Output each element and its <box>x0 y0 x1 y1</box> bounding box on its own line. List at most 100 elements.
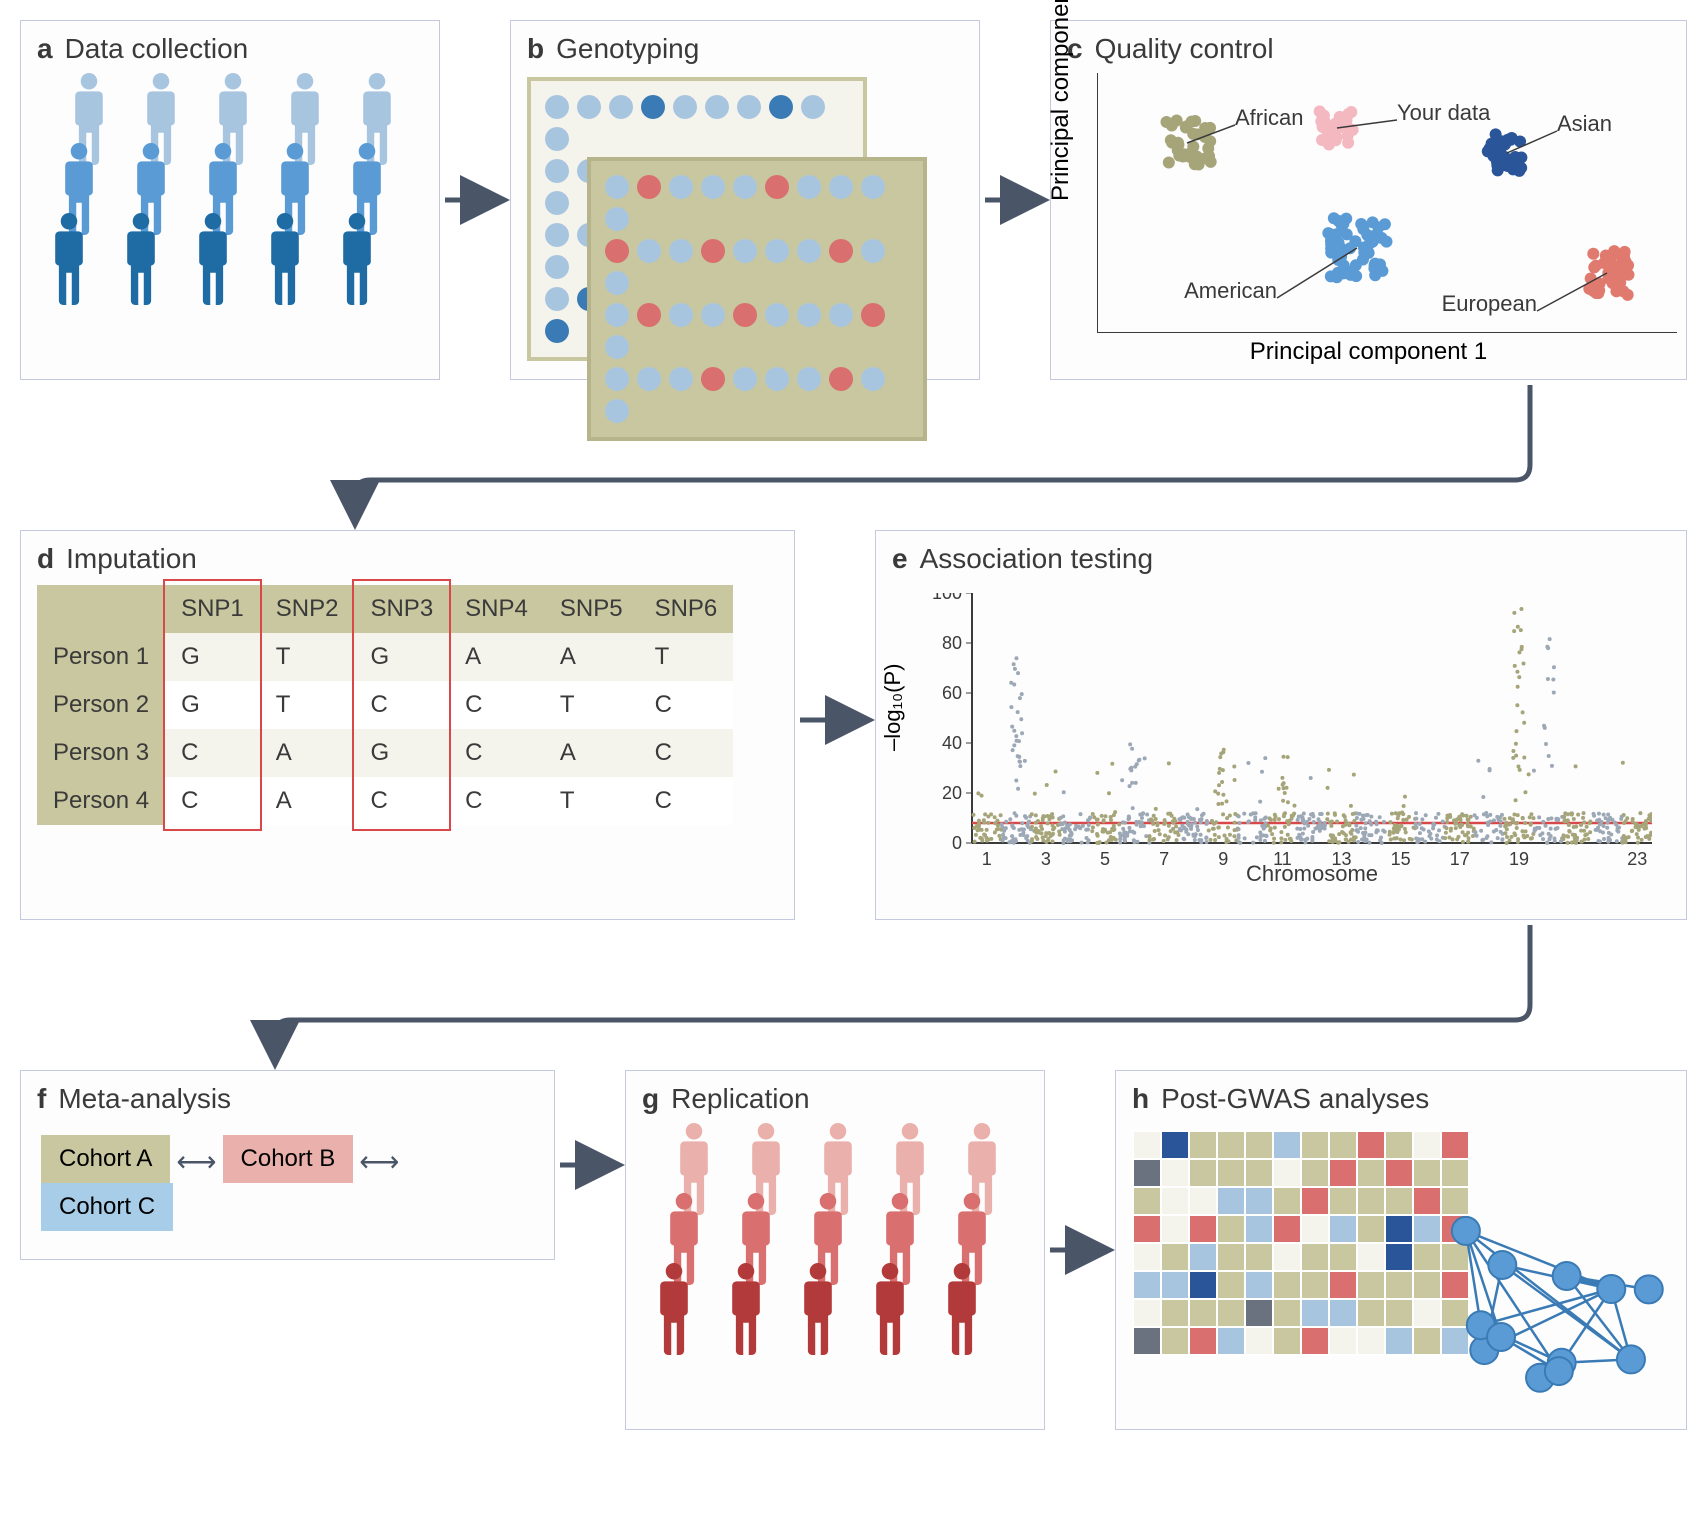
heatmap-cell <box>1189 1215 1217 1243</box>
person-icon <box>37 213 101 310</box>
manhattan-ylabel: –log₁₀(P) <box>880 664 906 751</box>
array-well <box>637 303 661 327</box>
panel-heading-d: Imputation <box>66 543 197 574</box>
person-icon <box>325 213 389 310</box>
array-well <box>829 175 853 199</box>
person-icon <box>714 1263 778 1360</box>
heatmap-cell <box>1273 1131 1301 1159</box>
pca-point <box>1490 128 1502 140</box>
array-well <box>861 303 885 327</box>
panel-e: eAssociation testing02040608010013579111… <box>875 530 1687 920</box>
array-well <box>669 303 693 327</box>
pca-point <box>1619 246 1631 258</box>
snp-cell: A <box>544 633 639 681</box>
array-well <box>673 95 697 119</box>
row-header: Person 2 <box>37 681 165 729</box>
heatmap-cell <box>1273 1159 1301 1187</box>
array-well <box>701 239 725 263</box>
array-well <box>733 239 757 263</box>
array-well <box>765 303 789 327</box>
array-well <box>765 367 789 391</box>
array-well <box>861 239 885 263</box>
heatmap-cell <box>1385 1187 1413 1215</box>
array-well <box>829 367 853 391</box>
heatmap-cell <box>1385 1327 1413 1355</box>
heatmap-cell <box>1217 1243 1245 1271</box>
heatmap-cell <box>1133 1159 1161 1187</box>
heatmap-cell <box>1161 1243 1189 1271</box>
array-well <box>765 239 789 263</box>
pca-point <box>1614 277 1626 289</box>
array-well <box>545 95 569 119</box>
snp-header <box>37 585 165 633</box>
postgwas-content <box>1132 1130 1670 1360</box>
array-well <box>545 255 569 279</box>
snp-cell: T <box>544 777 639 825</box>
heatmap-cell <box>1273 1299 1301 1327</box>
heatmap-cell <box>1189 1159 1217 1187</box>
pca-point <box>1166 137 1178 149</box>
pca-point <box>1332 215 1344 227</box>
heatmap-cell <box>1161 1159 1189 1187</box>
panel-letter-b: b <box>527 33 544 64</box>
double-arrow-icon: ⟷ <box>176 1145 216 1178</box>
array-well <box>641 95 665 119</box>
svg-text:17: 17 <box>1450 849 1470 869</box>
panel-d: dImputation SNP1SNP2SNP3SNP4SNP5SNP6Perso… <box>20 530 795 920</box>
heatmap-cell <box>1301 1243 1329 1271</box>
panel-title-g: gReplication <box>642 1083 1028 1115</box>
svg-text:60: 60 <box>942 683 962 703</box>
heatmap-cell <box>1329 1243 1357 1271</box>
heatmap-cell <box>1217 1215 1245 1243</box>
heatmap-cell <box>1245 1243 1273 1271</box>
pca-cluster-label: American <box>1184 278 1277 303</box>
heatmap-cell <box>1301 1215 1329 1243</box>
imputation-table: SNP1SNP2SNP3SNP4SNP5SNP6Person 1GTGAATPe… <box>37 585 733 825</box>
panel-title-d: dImputation <box>37 543 778 575</box>
table-row: Person 1GTGAAT <box>37 633 733 681</box>
svg-text:15: 15 <box>1391 849 1411 869</box>
snp-cell: C <box>354 681 449 729</box>
svg-text:1: 1 <box>982 849 992 869</box>
heatmap-cell <box>1189 1243 1217 1271</box>
pca-point <box>1513 160 1525 172</box>
heatmap-cell <box>1217 1131 1245 1159</box>
array-well <box>829 303 853 327</box>
array-chip <box>587 157 927 441</box>
array-well <box>545 191 569 215</box>
heatmap-cell <box>1357 1187 1385 1215</box>
array-well <box>605 207 629 231</box>
table-row: Person 4CACCTC <box>37 777 733 825</box>
heatmap-cell <box>1301 1327 1329 1355</box>
heatmap-cell <box>1273 1271 1301 1299</box>
heatmap-cell <box>1329 1271 1357 1299</box>
array-well <box>669 367 693 391</box>
panel-g: gReplication <box>625 1070 1045 1430</box>
array-well <box>797 175 821 199</box>
snp-cell: C <box>165 777 260 825</box>
pca-point <box>1337 267 1349 279</box>
panel-title-h: hPost-GWAS analyses <box>1132 1083 1670 1115</box>
panel-heading-f: Meta-analysis <box>58 1083 231 1114</box>
snp-cell: C <box>354 777 449 825</box>
array-well <box>637 367 661 391</box>
snp-header: SNP1 <box>165 585 260 633</box>
pca-point <box>1187 128 1199 140</box>
array-well <box>701 303 725 327</box>
array-well <box>765 175 789 199</box>
pca-point <box>1601 258 1613 270</box>
snp-header: SNP3 <box>354 585 449 633</box>
array-well <box>669 239 693 263</box>
heatmap-cell <box>1189 1131 1217 1159</box>
heatmap-cell <box>1329 1187 1357 1215</box>
heatmap-cell <box>1245 1299 1273 1327</box>
heatmap-cell <box>1357 1215 1385 1243</box>
heatmap-cell <box>1133 1215 1161 1243</box>
pca-xlabel: Principal component 1 <box>1067 338 1670 366</box>
snp-cell: T <box>260 681 355 729</box>
heatmap-cell <box>1245 1271 1273 1299</box>
heatmap-cell <box>1217 1187 1245 1215</box>
snp-cell: T <box>544 681 639 729</box>
snp-header: SNP4 <box>449 585 544 633</box>
heatmap-cell <box>1189 1299 1217 1327</box>
